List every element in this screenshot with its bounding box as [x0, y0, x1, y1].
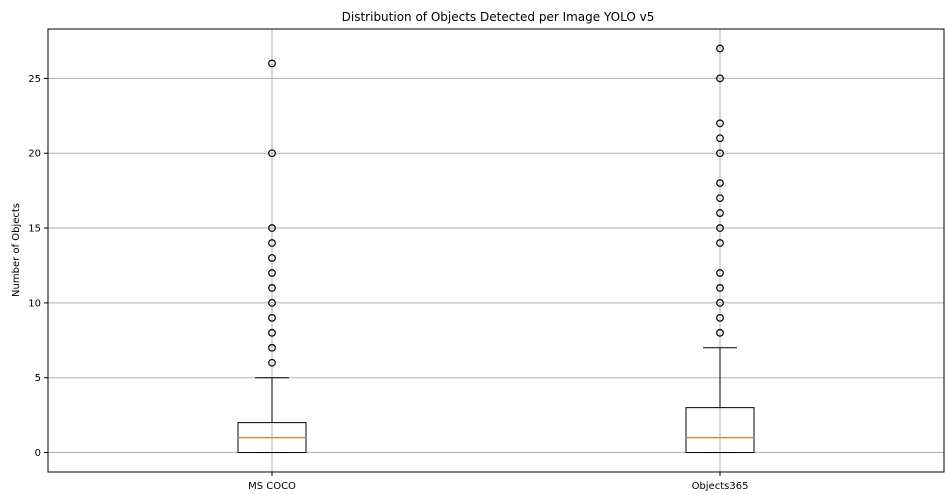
axis-ticks: 0 5 10 15 20 25 MS COCO Objects365	[28, 74, 748, 492]
outlier-point	[716, 194, 724, 203]
outlier-point	[716, 134, 724, 143]
outlier-point	[716, 298, 724, 307]
y-tick-label: 15	[28, 224, 41, 235]
outlier-point	[268, 284, 276, 292]
y-tick-label: 0	[35, 448, 41, 459]
x-tick-label: MS COCO	[248, 481, 296, 492]
outlier-point	[716, 224, 724, 232]
outlier-point	[268, 254, 276, 262]
chart-title: Distribution of Objects Detected per Ima…	[342, 10, 655, 24]
outlier-point	[268, 239, 276, 247]
outlier-point	[268, 59, 276, 68]
outlier-point	[268, 149, 276, 158]
outlier-point	[268, 358, 276, 367]
outlier-point	[268, 343, 276, 352]
outlier-point	[716, 149, 724, 158]
outlier-point	[716, 269, 724, 277]
outlier-point	[716, 44, 724, 53]
y-tick-label: 25	[28, 74, 41, 85]
box-iqr	[685, 407, 755, 454]
outlier-point	[716, 328, 724, 337]
grid-lines	[48, 29, 944, 472]
outlier-point	[716, 179, 724, 188]
box-group	[685, 44, 755, 454]
y-tick-label: 10	[28, 298, 41, 309]
outlier-point	[268, 269, 276, 277]
y-tick-label: 5	[35, 373, 41, 384]
plot-area-frame	[47, 28, 945, 473]
outlier-point	[268, 328, 276, 337]
box-marks	[237, 44, 755, 454]
outlier-point	[716, 313, 724, 322]
outlier-point	[268, 224, 276, 232]
outlier-point	[716, 239, 724, 247]
outlier-point	[716, 209, 724, 217]
outlier-point	[716, 119, 724, 128]
y-axis-label: Number of Objects	[11, 203, 22, 297]
box-group	[237, 59, 307, 454]
y-tick-label: 20	[28, 149, 41, 160]
x-tick-label: Objects365	[692, 481, 749, 492]
outlier-point	[268, 298, 276, 307]
outlier-point	[716, 284, 724, 292]
outlier-point	[716, 74, 724, 83]
outlier-point	[268, 313, 276, 322]
